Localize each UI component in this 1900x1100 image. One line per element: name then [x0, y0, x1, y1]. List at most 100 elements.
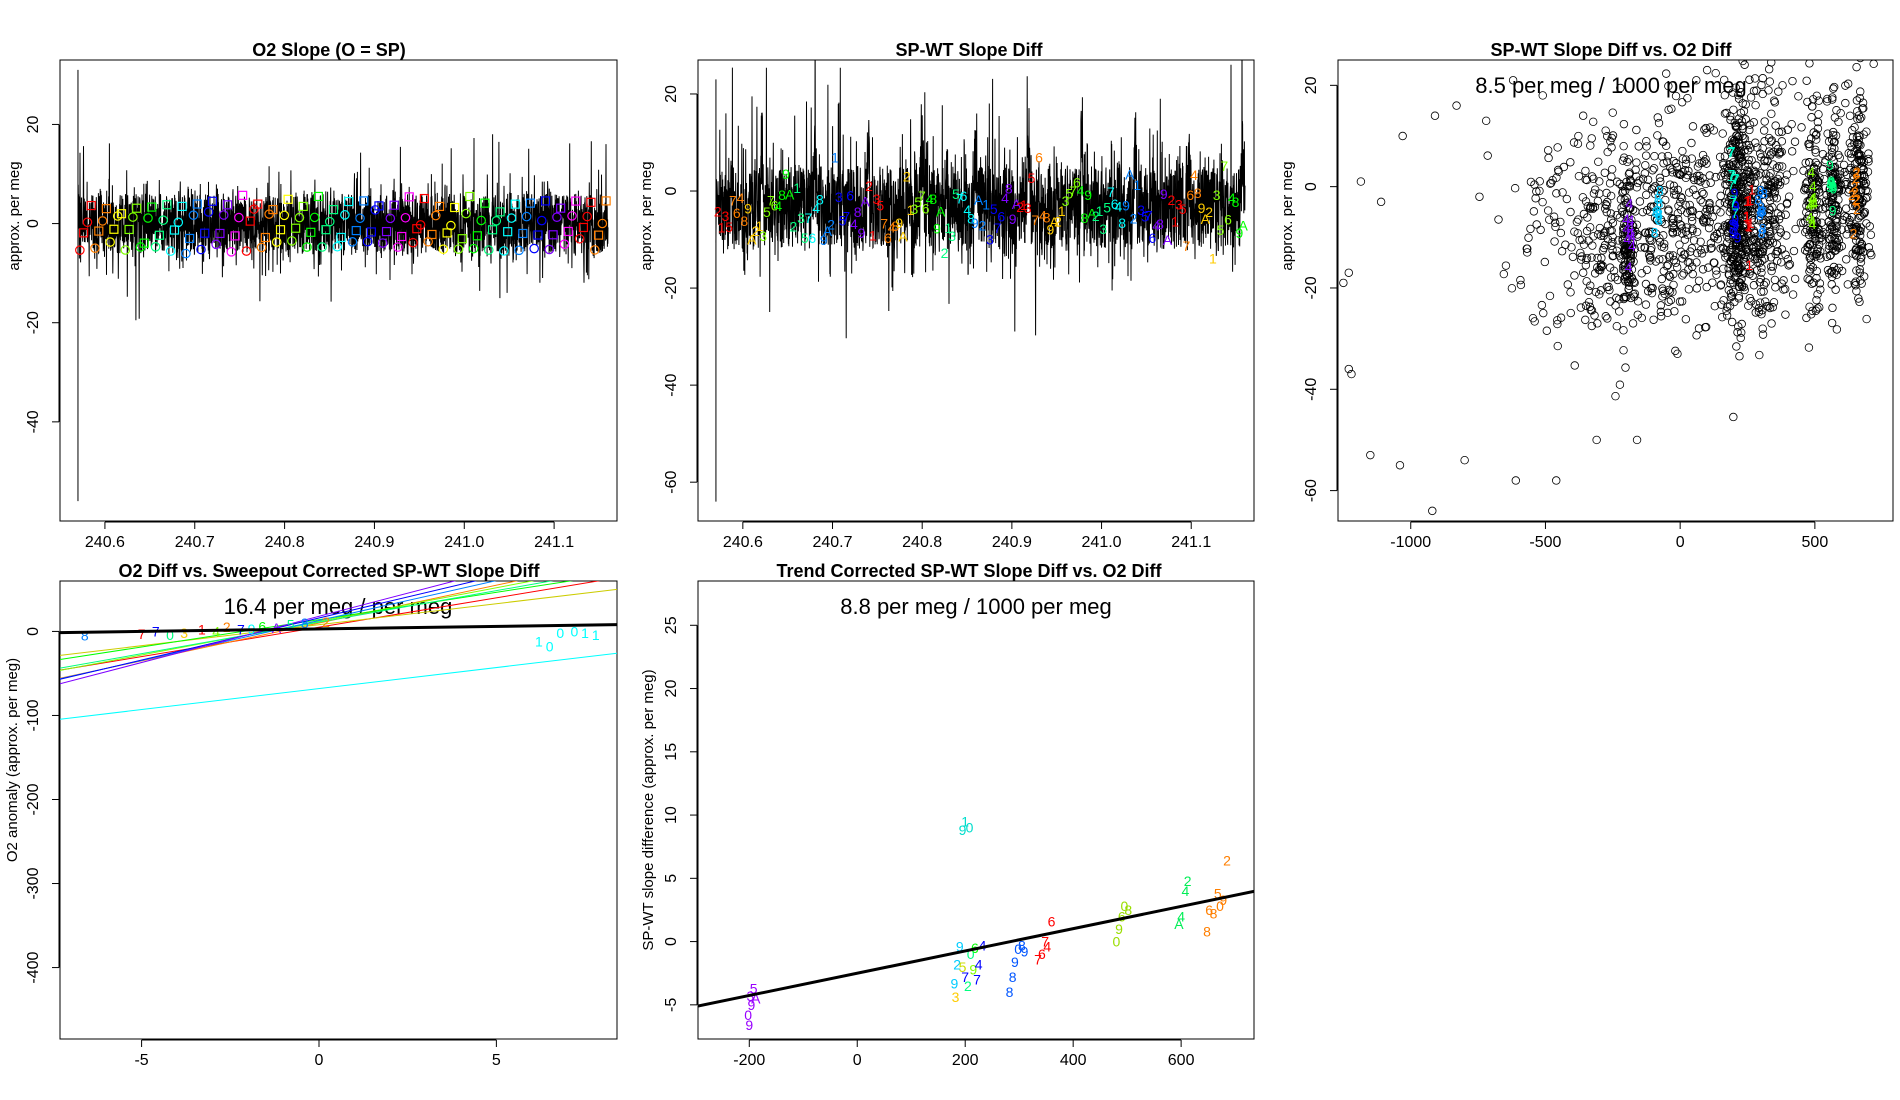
data-point [1744, 301, 1753, 310]
data-point [1662, 261, 1672, 271]
data-point [1737, 249, 1747, 258]
data-point [1739, 106, 1749, 116]
data-point [1851, 250, 1860, 259]
data-point [1757, 80, 1766, 90]
data-point [1857, 46, 1865, 54]
data-point [1671, 346, 1680, 356]
data-point [1631, 165, 1640, 174]
data-marker-circle [340, 210, 350, 220]
data-point [1734, 28, 1742, 36]
data-point [1734, 203, 1744, 213]
data-marker-circle [211, 239, 221, 250]
data-point [1572, 217, 1582, 227]
data-point [1656, 307, 1666, 317]
chart-title: Trend Corrected SP-WT Slope Diff vs. O2 … [776, 561, 1162, 581]
data-point-label: 8 [81, 628, 89, 644]
data-point-label: 9 [956, 939, 964, 955]
data-point [1841, 204, 1851, 213]
data-point-label: 9 [1115, 921, 1123, 937]
data-point [1543, 206, 1553, 215]
data-point [1859, 170, 1869, 180]
data-marker-square [397, 231, 407, 242]
data-point [1606, 191, 1616, 201]
data-point [1552, 189, 1561, 198]
data-point [1761, 278, 1770, 287]
data-point-label: 2 [1853, 201, 1861, 217]
data-marker-square [571, 196, 581, 206]
data-point [1669, 181, 1679, 191]
data-point [1582, 175, 1592, 185]
data-point-label: 9 [1731, 185, 1739, 201]
x-tick-label: 240.7 [175, 534, 215, 551]
data-point [1720, 222, 1729, 232]
data-point [1651, 189, 1660, 199]
data-point-label: 5 [839, 213, 847, 229]
x-tick-label: 600 [1168, 1052, 1195, 1069]
data-point [1745, 177, 1755, 186]
data-point-label: 1 [961, 813, 969, 829]
x-tick-label: 241.1 [534, 534, 574, 551]
data-point [1752, 266, 1762, 275]
data-point [1741, 100, 1750, 109]
data-point-label: 4 [1115, 198, 1123, 214]
data-point [1847, 126, 1857, 135]
data-point [1852, 222, 1862, 231]
data-point [1767, 319, 1776, 328]
data-point-label: 2 [1092, 208, 1100, 224]
data-point-label: 3 [873, 191, 881, 207]
data-point [1734, 159, 1743, 168]
data-point [1696, 237, 1705, 247]
data-point [1642, 190, 1651, 200]
data-point [1641, 300, 1651, 309]
data-point [1581, 315, 1590, 325]
y-tick-label: -200 [25, 783, 42, 815]
data-point-label: 3 [721, 208, 729, 224]
data-marker-circle [188, 210, 199, 220]
data-point [1607, 241, 1616, 251]
data-marker-square [215, 228, 225, 239]
data-point [1848, 171, 1858, 181]
data-point [1828, 93, 1837, 102]
data-point [1722, 306, 1731, 315]
data-point [1711, 172, 1720, 182]
data-point [1632, 172, 1641, 181]
data-point-label: 0 [966, 820, 974, 836]
data-point [1643, 175, 1653, 184]
data-point [1612, 211, 1622, 220]
data-marker-square [101, 204, 111, 214]
data-marker-square [366, 227, 376, 237]
data-point [1756, 169, 1765, 178]
data-point-label: 4 [1228, 190, 1236, 206]
data-point [1854, 111, 1864, 120]
data-point [1766, 196, 1775, 205]
data-point [1845, 111, 1855, 121]
data-point [1689, 173, 1698, 182]
data-marker-circle [317, 242, 327, 252]
y-axis-label: approx. per meg [1279, 161, 1296, 270]
data-point [1678, 146, 1687, 156]
data-point [1671, 190, 1681, 199]
data-point [1708, 212, 1717, 222]
data-marker-square [495, 207, 505, 217]
y-axis-label: approx. per meg [638, 161, 655, 270]
data-point [1588, 203, 1598, 212]
data-point [1719, 160, 1728, 170]
data-point [1538, 197, 1547, 207]
data-point [1736, 154, 1745, 163]
data-point-label: 6 [771, 197, 779, 213]
data-point [1665, 180, 1675, 189]
data-point [1651, 229, 1661, 238]
data-marker-circle [559, 239, 570, 249]
data-marker-circle [491, 216, 502, 226]
data-point [1812, 165, 1821, 174]
data-point-label: 2 [223, 619, 231, 635]
data-point [1601, 126, 1610, 135]
data-point [1742, 141, 1751, 150]
data-point [1663, 308, 1672, 318]
data-point [1596, 260, 1606, 269]
data-point-label: 3 [952, 989, 960, 1005]
data-point-label: 8 [1654, 210, 1662, 226]
data-point-label: 8 [1760, 186, 1768, 202]
series-line [77, 69, 609, 502]
data-point [1658, 286, 1668, 296]
